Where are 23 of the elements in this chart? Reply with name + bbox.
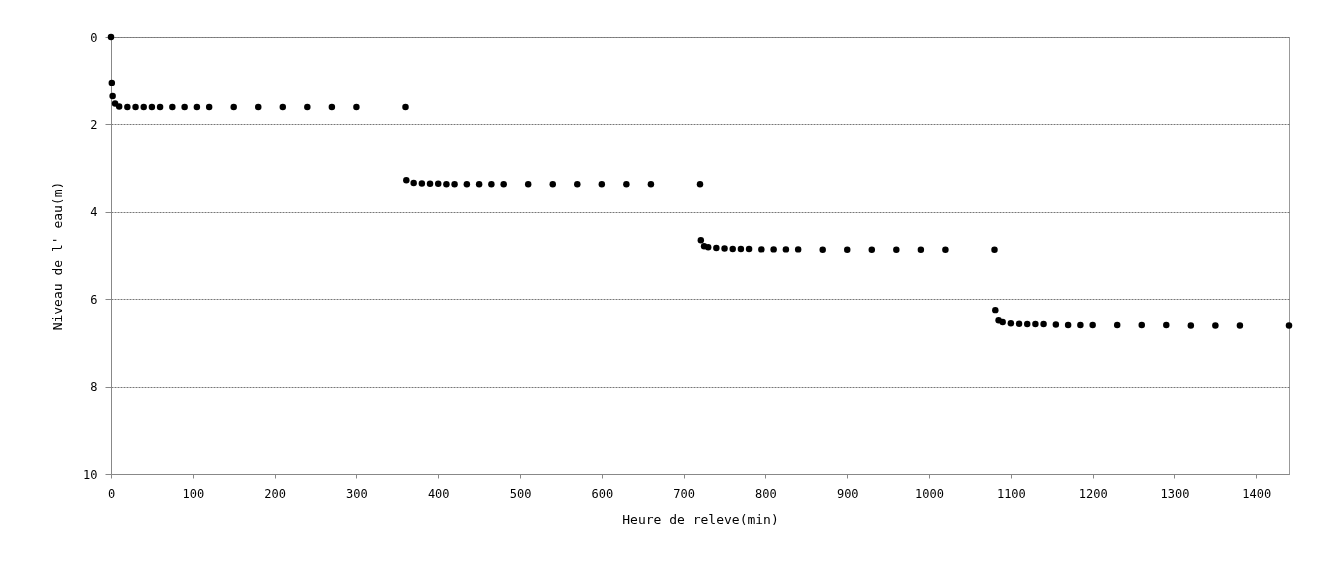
- x-tick-label: 800: [755, 486, 777, 501]
- x-tick-label: 900: [836, 486, 859, 501]
- x-axis-title: Heure de releve(min): [622, 511, 779, 527]
- y-tick-label: 0: [90, 30, 98, 45]
- y-tick-label: 6: [90, 292, 98, 307]
- x-tick-label: 300: [346, 486, 368, 501]
- x-tick-label: 500: [509, 486, 532, 501]
- x-tick-label: 1400: [1242, 486, 1272, 501]
- x-tick-label: 1100: [996, 486, 1026, 501]
- x-tick-label: 700: [673, 486, 695, 501]
- x-tick-label: 200: [264, 486, 286, 501]
- x-tick-label: 0: [107, 486, 116, 501]
- y-tick-label: 4: [90, 205, 98, 220]
- x-tick-label: 400: [427, 486, 450, 501]
- x-tick-label: 1200: [1078, 486, 1108, 501]
- y-tick-label: 2: [90, 117, 98, 132]
- x-tick-label: 1000: [915, 486, 945, 501]
- y-axis-title: Niveau de l' eau(m): [50, 181, 66, 331]
- x-tick-label: 100: [182, 486, 205, 501]
- y-tick-label: 10: [83, 467, 98, 482]
- x-tick-label: 1300: [1160, 486, 1190, 501]
- x-tick-label: 600: [591, 486, 614, 501]
- y-tick-label: 8: [90, 380, 98, 395]
